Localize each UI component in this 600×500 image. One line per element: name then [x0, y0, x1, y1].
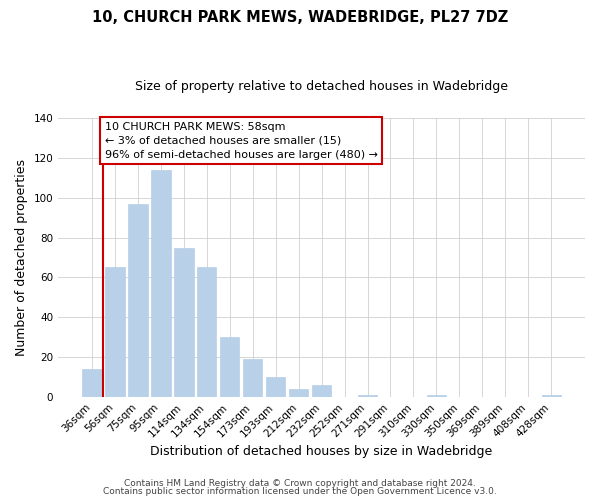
Text: Contains public sector information licensed under the Open Government Licence v3: Contains public sector information licen… [103, 487, 497, 496]
Bar [151, 170, 170, 397]
Bar [105, 268, 125, 397]
Text: Contains HM Land Registry data © Crown copyright and database right 2024.: Contains HM Land Registry data © Crown c… [124, 478, 476, 488]
Bar [82, 370, 101, 397]
Text: 10 CHURCH PARK MEWS: 58sqm
← 3% of detached houses are smaller (15)
96% of semi-: 10 CHURCH PARK MEWS: 58sqm ← 3% of detac… [104, 122, 377, 160]
Bar [427, 395, 446, 397]
Y-axis label: Number of detached properties: Number of detached properties [15, 159, 28, 356]
Bar [289, 389, 308, 397]
Title: Size of property relative to detached houses in Wadebridge: Size of property relative to detached ho… [135, 80, 508, 93]
Bar [174, 248, 194, 397]
Text: 10, CHURCH PARK MEWS, WADEBRIDGE, PL27 7DZ: 10, CHURCH PARK MEWS, WADEBRIDGE, PL27 7… [92, 10, 508, 25]
Bar [197, 268, 217, 397]
Bar [542, 395, 561, 397]
Bar [312, 385, 331, 397]
Bar [266, 378, 286, 397]
Bar [358, 395, 377, 397]
Bar [128, 204, 148, 397]
Bar [220, 338, 239, 397]
X-axis label: Distribution of detached houses by size in Wadebridge: Distribution of detached houses by size … [151, 444, 493, 458]
Bar [243, 360, 262, 397]
